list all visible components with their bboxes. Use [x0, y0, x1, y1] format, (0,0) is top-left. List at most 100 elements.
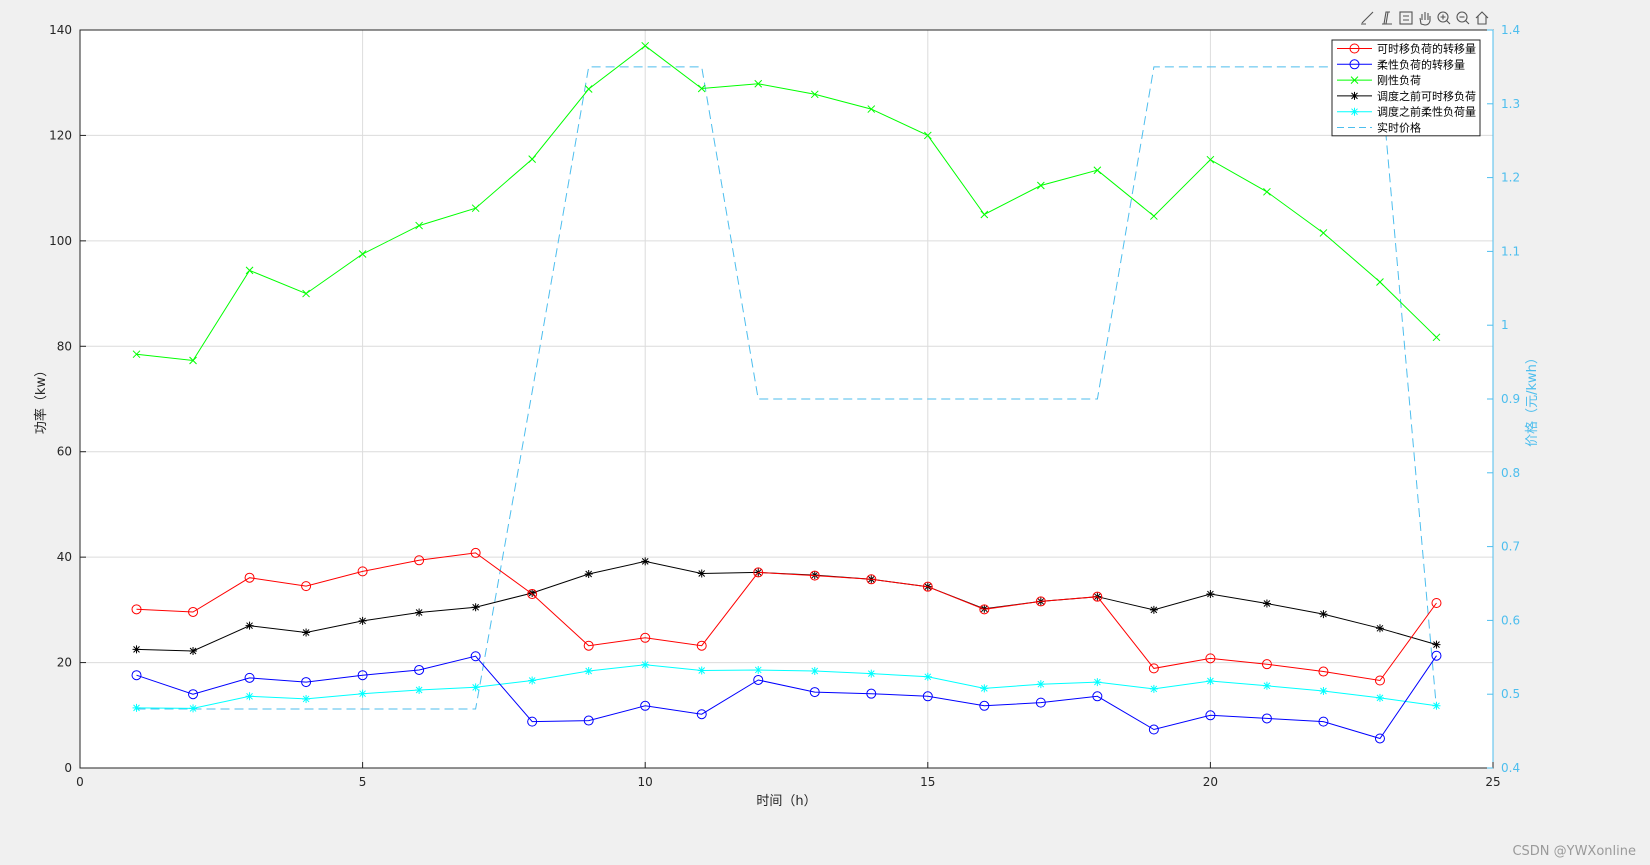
- data-point: [1148, 663, 1159, 674]
- pan-hand-shape: [1419, 12, 1431, 26]
- data-point: [1432, 640, 1441, 649]
- data-point: [527, 589, 538, 600]
- data-point: [132, 703, 141, 712]
- data-point: [1206, 677, 1215, 686]
- data-point: [1431, 650, 1442, 661]
- data-point: [1374, 675, 1385, 686]
- data-point: [754, 665, 763, 674]
- data-point: [584, 85, 593, 93]
- data-point: [1092, 591, 1103, 602]
- data-point: [471, 683, 480, 692]
- data-point: [302, 694, 311, 703]
- data-point: [188, 606, 199, 617]
- data-point: [640, 632, 651, 643]
- legend-entry-label: 调度之前柔性负荷量: [1377, 105, 1476, 119]
- data-point: [302, 289, 310, 298]
- data-point: [1432, 333, 1441, 342]
- series-2: [131, 650, 1442, 744]
- data-point: [697, 666, 706, 675]
- data-point: [583, 640, 594, 651]
- data-point: [131, 670, 142, 681]
- data-point: [1035, 697, 1046, 708]
- data-point: [754, 79, 763, 88]
- data-point: [1149, 684, 1158, 693]
- data-point: [1319, 687, 1328, 696]
- data-point: [244, 572, 255, 583]
- legend-marker: [1349, 59, 1360, 70]
- data-point: [1374, 733, 1385, 744]
- data-point: [1319, 229, 1328, 237]
- data-point: [1319, 610, 1328, 619]
- data-point: [866, 688, 877, 699]
- y-tick-label: 100: [49, 234, 72, 248]
- data-point: [415, 685, 424, 694]
- data-point: [414, 664, 425, 675]
- data-point: [923, 131, 932, 140]
- x-tick-label: 15: [920, 775, 935, 789]
- y2-tick-label: 1.2: [1501, 171, 1520, 185]
- data-point: [415, 221, 423, 230]
- y-tick-label: 140: [49, 23, 72, 37]
- data-point: [358, 250, 367, 258]
- data-point: [923, 672, 932, 681]
- plot-area: [80, 30, 1493, 768]
- data-point: [979, 604, 990, 615]
- data-point: [810, 667, 819, 676]
- data-point: [1318, 716, 1329, 727]
- y2-tick-label: 0.7: [1501, 540, 1520, 554]
- series-line: [136, 655, 1437, 740]
- data-point: [1261, 659, 1272, 670]
- data-point: [979, 700, 990, 711]
- zoom-out-icon[interactable]: [1456, 11, 1470, 25]
- data-point: [1148, 724, 1159, 735]
- series-1: [131, 547, 1442, 686]
- data-point: [1376, 278, 1384, 286]
- legend-marker: [1350, 76, 1359, 84]
- data-point: [697, 84, 706, 93]
- data-point: [189, 646, 198, 655]
- home-icon[interactable]: [1475, 11, 1489, 25]
- legend-box: [1331, 39, 1481, 137]
- y-tick-label: 0: [64, 761, 72, 775]
- data-tip-icon[interactable]: [1382, 11, 1392, 25]
- pan-hand-icon[interactable]: [1419, 12, 1431, 26]
- data-point: [189, 704, 198, 713]
- data-point: [1263, 187, 1271, 196]
- series-line: [136, 45, 1437, 362]
- data-point: [1036, 181, 1045, 190]
- y-tick-label: 80: [57, 339, 72, 353]
- axes-toolbar[interactable]: [1361, 11, 1489, 26]
- data-point: [471, 204, 480, 213]
- y-tick-label: 60: [57, 445, 72, 459]
- data-point: [1205, 653, 1216, 664]
- x-tick-label: 25: [1485, 775, 1500, 789]
- data-point: [470, 651, 481, 662]
- data-point: [809, 687, 820, 698]
- data-point: [131, 604, 142, 615]
- series-line: [136, 66, 1437, 710]
- brush-icon[interactable]: [1361, 11, 1374, 25]
- y2-tick-label: 1.3: [1501, 97, 1520, 111]
- legend[interactable]: 可时移负荷的转移量柔性负荷的转移量刚性负荷调度之前可时移负荷调度之前柔性负荷量实…: [1331, 39, 1481, 137]
- data-point: [470, 547, 481, 558]
- data-point: [1375, 693, 1384, 702]
- data-point: [1092, 691, 1103, 702]
- figure-canvas: 0 5 10 15 20 25 0 20 40 60 80 100 120 140 0.4 0.5 0.6 0.7…: [33, 11, 1540, 809]
- data-point: [922, 581, 933, 592]
- zoom-in-icon[interactable]: [1437, 11, 1451, 25]
- data-point: [583, 715, 594, 726]
- data-point: [1262, 599, 1271, 608]
- data-point: [358, 616, 367, 625]
- data-point: [1093, 166, 1102, 175]
- data-point: [1431, 598, 1442, 609]
- data-point: [245, 621, 254, 630]
- data-point: [584, 667, 593, 676]
- legend-toggle-icon[interactable]: [1399, 11, 1413, 25]
- legend-marker: [1350, 91, 1359, 100]
- x-tick-label: 20: [1203, 775, 1218, 789]
- data-point: [528, 588, 537, 597]
- series-6: [136, 66, 1437, 710]
- data-point: [527, 716, 538, 727]
- data-point: [189, 356, 197, 365]
- data-point: [528, 155, 537, 164]
